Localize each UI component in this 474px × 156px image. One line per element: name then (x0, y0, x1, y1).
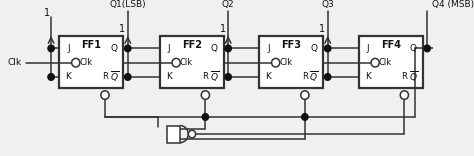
Text: $\overline{Q}$: $\overline{Q}$ (109, 70, 118, 84)
Text: 1: 1 (119, 24, 125, 34)
Circle shape (101, 91, 109, 99)
Text: Clk: Clk (279, 58, 292, 67)
Text: K: K (166, 73, 172, 81)
Circle shape (424, 45, 430, 52)
Text: Q: Q (211, 44, 218, 53)
Text: FF2: FF2 (182, 40, 201, 50)
Circle shape (400, 91, 409, 99)
Bar (160, 36, 224, 88)
Text: J: J (267, 44, 270, 53)
Text: $\overline{Q}$: $\overline{Q}$ (210, 70, 219, 84)
Text: Clk: Clk (379, 58, 392, 67)
Text: Q: Q (310, 44, 318, 53)
Circle shape (188, 130, 196, 138)
Circle shape (225, 74, 231, 80)
Circle shape (125, 74, 131, 80)
Circle shape (172, 58, 180, 67)
Circle shape (301, 91, 309, 99)
Text: 1: 1 (319, 24, 325, 34)
Text: FF1: FF1 (81, 40, 101, 50)
Text: R: R (302, 73, 308, 81)
Text: $\overline{Q}$: $\overline{Q}$ (409, 70, 418, 84)
Circle shape (72, 58, 80, 67)
Text: Q4 (MSB): Q4 (MSB) (432, 0, 474, 9)
Bar (167, 126, 180, 143)
Circle shape (48, 74, 55, 80)
Text: K: K (365, 73, 371, 81)
Text: J: J (167, 44, 170, 53)
Text: R: R (401, 73, 407, 81)
Text: K: K (265, 73, 271, 81)
Text: Q: Q (110, 44, 118, 53)
Bar (259, 36, 323, 88)
Text: R: R (102, 73, 108, 81)
Circle shape (201, 91, 210, 99)
Circle shape (325, 74, 331, 80)
Text: FF3: FF3 (281, 40, 301, 50)
Text: $\overline{Q}$: $\overline{Q}$ (310, 70, 319, 84)
Circle shape (48, 45, 55, 52)
Bar (359, 36, 423, 88)
Circle shape (371, 58, 379, 67)
Text: FF4: FF4 (381, 40, 401, 50)
Text: Clk: Clk (180, 58, 193, 67)
Circle shape (125, 45, 131, 52)
Bar (59, 36, 123, 88)
Circle shape (325, 45, 331, 52)
Circle shape (272, 58, 280, 67)
Text: 1: 1 (219, 24, 226, 34)
Circle shape (202, 114, 209, 120)
Text: Clk: Clk (79, 58, 92, 67)
Text: K: K (65, 73, 72, 81)
Circle shape (301, 114, 308, 120)
Text: Q1(LSB): Q1(LSB) (109, 0, 146, 9)
Circle shape (225, 45, 231, 52)
Text: Q2: Q2 (222, 0, 235, 9)
Text: Q3: Q3 (321, 0, 334, 9)
Text: J: J (67, 44, 70, 53)
Text: R: R (202, 73, 208, 81)
Text: Q: Q (410, 44, 417, 53)
Text: 1: 1 (45, 8, 51, 18)
Text: J: J (366, 44, 369, 53)
Text: Clk: Clk (7, 58, 21, 67)
